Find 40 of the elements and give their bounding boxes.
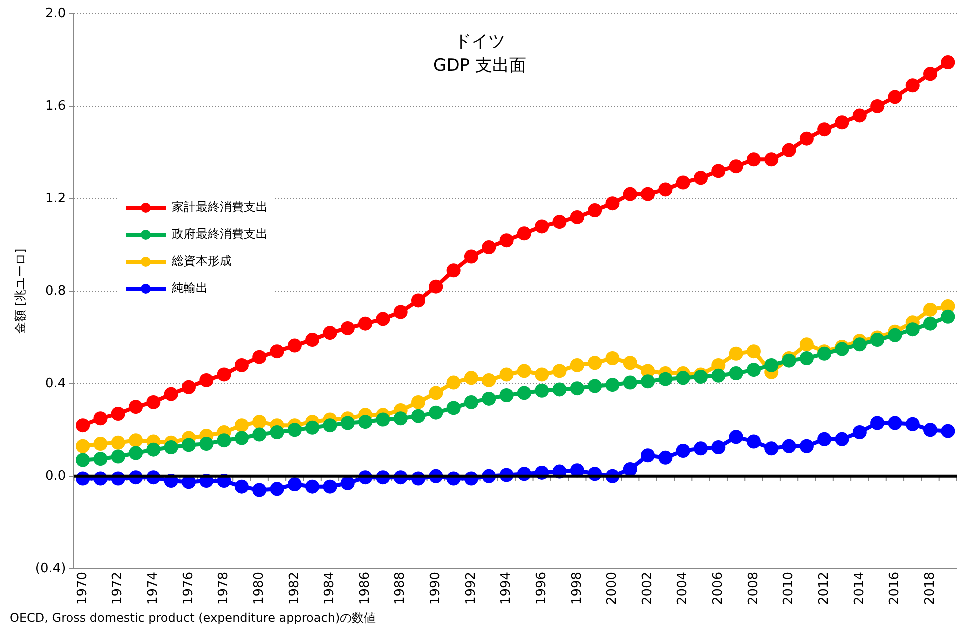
x-tick-label: 2014 bbox=[852, 572, 868, 606]
x-tick-label: 1978 bbox=[216, 572, 232, 606]
legend-label: 総資本形成 bbox=[172, 253, 232, 270]
legend-label: 家計最終消費支出 bbox=[172, 199, 268, 216]
x-tick-label: 1986 bbox=[358, 572, 373, 606]
x-tick-label: 1994 bbox=[499, 572, 514, 606]
y-axis-title: 金額 [兆ユーロ] bbox=[13, 248, 28, 334]
x-tick-label: 2006 bbox=[711, 572, 726, 606]
legend-label: 純輸出 bbox=[172, 280, 208, 297]
y-tick-label: (0.4) bbox=[35, 561, 66, 576]
y-tick-label: 0.4 bbox=[46, 376, 66, 392]
x-tick-label: 1988 bbox=[393, 572, 408, 606]
y-tick-label: 1.6 bbox=[46, 98, 66, 114]
y-tick-label: 0.8 bbox=[46, 284, 66, 299]
x-tick-label: 1992 bbox=[464, 572, 479, 606]
y-tick-label: 2.0 bbox=[46, 6, 66, 22]
text: OECD, Gross domestic product (expenditure approach)の数値 bbox=[10, 610, 376, 627]
x-tick-label: 2010 bbox=[782, 572, 797, 606]
x-tick-label: 1998 bbox=[570, 572, 585, 606]
text: GDP 支出面 bbox=[432, 55, 528, 78]
x-tick-label: 2004 bbox=[676, 572, 691, 606]
x-tick-label: 2016 bbox=[888, 572, 903, 606]
y-tick-label: 1.2 bbox=[46, 191, 66, 206]
y-tick-label: 0.0 bbox=[46, 468, 66, 484]
x-tick-label: 1984 bbox=[322, 572, 338, 606]
x-tick-label: 1990 bbox=[428, 572, 444, 606]
x-tick-label: 1982 bbox=[287, 572, 302, 606]
x-tick-label: 2012 bbox=[816, 572, 832, 606]
x-tick-label: 1980 bbox=[252, 572, 267, 606]
text: ドイツ bbox=[454, 31, 506, 54]
x-tick-label: 1972 bbox=[110, 572, 126, 606]
x-tick-label: 2000 bbox=[605, 572, 620, 606]
x-tick-label: 1976 bbox=[181, 572, 196, 606]
x-tick-label: 1996 bbox=[534, 572, 550, 606]
x-tick-label: 1970 bbox=[75, 572, 90, 606]
x-tick-label: 2008 bbox=[746, 572, 762, 606]
legend-label: 政府最終消費支出 bbox=[172, 226, 268, 243]
x-tick-label: 2018 bbox=[922, 572, 938, 606]
x-tick-label: 2002 bbox=[640, 572, 656, 606]
x-tick-label: 1974 bbox=[146, 572, 162, 606]
